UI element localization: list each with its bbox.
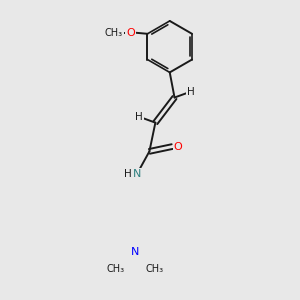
Text: CH₃: CH₃ (145, 264, 163, 274)
Text: O: O (174, 142, 182, 152)
Text: N: N (133, 169, 142, 179)
Text: CH₃: CH₃ (107, 264, 125, 274)
Text: CH₃: CH₃ (105, 28, 123, 38)
Text: N: N (131, 248, 139, 257)
Text: O: O (126, 28, 135, 38)
Text: H: H (124, 169, 132, 179)
Text: H: H (188, 86, 195, 97)
Text: H: H (135, 112, 142, 122)
